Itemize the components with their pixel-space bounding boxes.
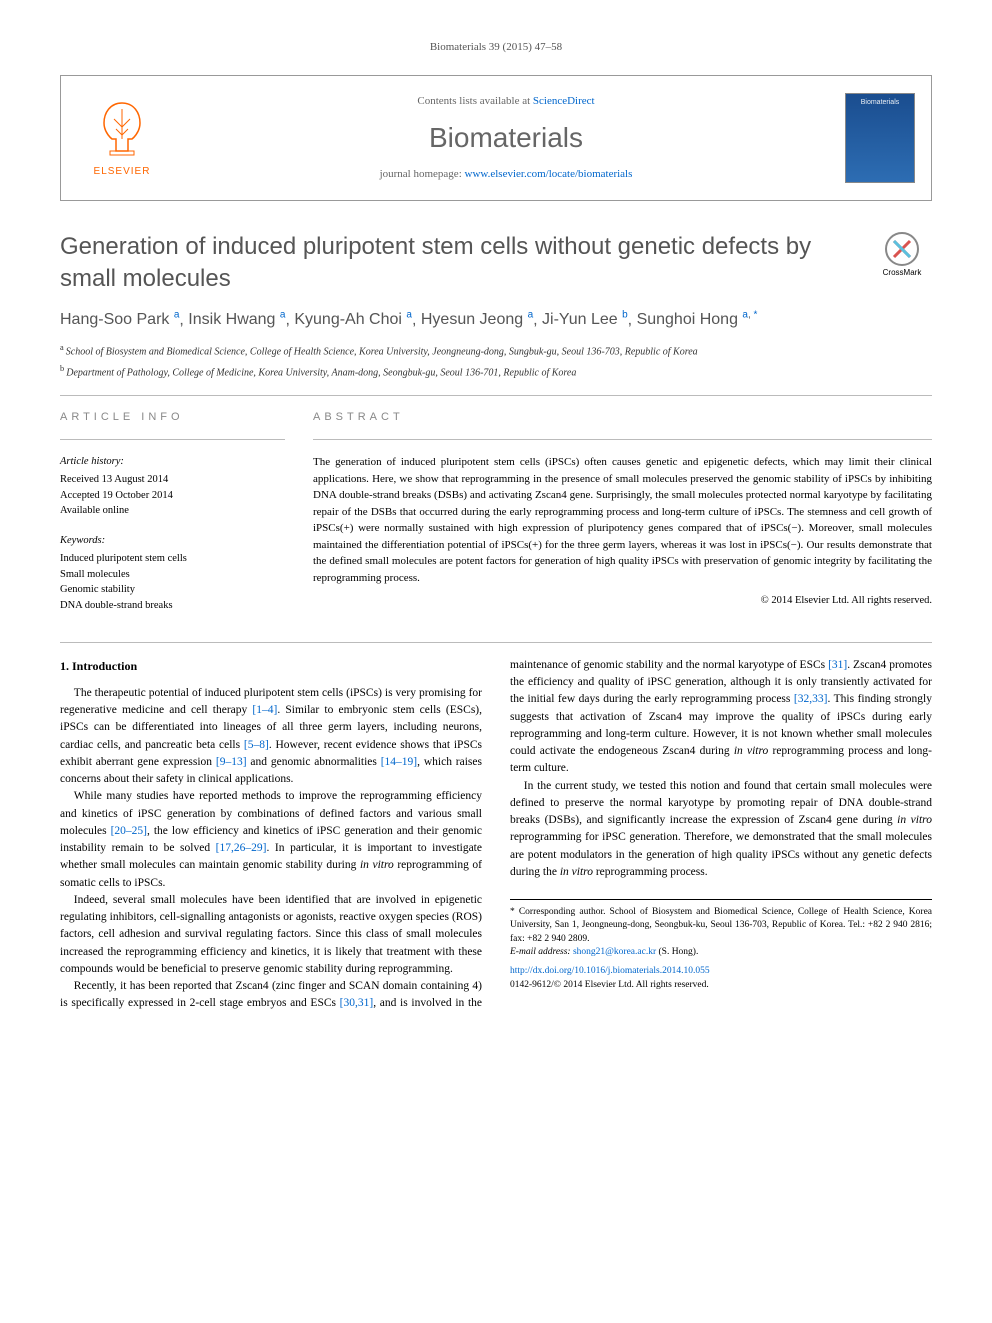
article-info-label: ARTICLE INFO [60,410,285,425]
footnote-text: Corresponding author. School of Biosyste… [510,907,932,944]
article-info-column: ARTICLE INFO Article history: Received 1… [60,410,285,614]
abstract-label: ABSTRACT [313,410,932,425]
author-affiliation-marker: a [280,310,286,321]
running-header: Biomaterials 39 (2015) 47–58 [60,40,932,55]
citation-link[interactable]: [14–19] [381,756,417,768]
citation-link[interactable]: [30,31] [340,997,374,1009]
issn-copyright-line: 0142-9612/© 2014 Elsevier Ltd. All right… [510,980,709,990]
journal-masthead: ELSEVIER Contents lists available at Sci… [60,75,932,201]
citation-link[interactable]: [32,33] [794,693,828,705]
body-two-column: 1. Introduction The therapeutic potentia… [60,657,932,1013]
masthead-center: Contents lists available at ScienceDirec… [183,94,829,182]
article-title: Generation of induced pluripotent stem c… [60,231,860,293]
journal-homepage-link[interactable]: www.elsevier.com/locate/biomaterials [465,168,633,180]
separator-rule [60,439,285,440]
keywords-heading: Keywords: [60,533,285,549]
corresponding-author-footnote: * Corresponding author. School of Biosys… [510,899,932,992]
body-paragraph: While many studies have reported methods… [60,788,482,892]
article-info-block: Article history: Received 13 August 2014… [60,454,285,614]
citation-link[interactable]: [9–13] [216,756,247,768]
author: Sunghoi Hong a, * [637,311,758,328]
article-history-line: Available online [60,503,285,519]
author: Hang-Soo Park a [60,311,179,328]
sciencedirect-link[interactable]: ScienceDirect [533,95,595,107]
citation-link[interactable]: [31] [828,659,847,671]
keyword: Genomic stability [60,582,285,598]
journal-name: Biomaterials [183,118,829,157]
doi-link[interactable]: http://dx.doi.org/10.1016/j.biomaterials… [510,966,710,976]
abstract-text: The generation of induced pluripotent st… [313,454,932,586]
crossmark-icon [884,231,920,267]
publisher-name: ELSEVIER [94,165,151,179]
crossmark-badge[interactable]: CrossMark [872,231,932,278]
author-affiliation-marker: a [528,310,534,321]
footnote-marker: * [510,907,515,917]
citation-link[interactable]: [1–4] [252,704,277,716]
citation-link[interactable]: [20–25] [111,825,147,837]
abstract-copyright: © 2014 Elsevier Ltd. All rights reserved… [313,594,932,609]
body-paragraph: The therapeutic potential of induced plu… [60,685,482,789]
separator-rule [60,642,932,643]
citation-link[interactable]: [17,26–29] [216,842,267,854]
affiliation: b Department of Pathology, College of Me… [60,363,932,380]
contents-prefix: Contents lists available at [417,95,532,107]
elsevier-tree-icon [90,97,154,161]
homepage-prefix: journal homepage: [380,168,465,180]
email-label: E-mail address: [510,947,573,957]
section-heading-introduction: 1. Introduction [60,657,482,675]
citation-link[interactable]: [5–8] [244,739,269,751]
journal-homepage-line: journal homepage: www.elsevier.com/locat… [183,167,829,182]
keyword: Induced pluripotent stem cells [60,551,285,567]
author-affiliation-marker: b [622,310,628,321]
crossmark-label: CrossMark [883,267,922,278]
author-affiliation-marker: a [174,310,180,321]
author-list: Hang-Soo Park a, Insik Hwang a, Kyung-Ah… [60,308,932,332]
article-history-heading: Article history: [60,454,285,470]
separator-rule [60,395,932,396]
author: Insik Hwang a [188,311,285,328]
separator-rule [313,439,932,440]
body-paragraph: Indeed, several small molecules have bee… [60,892,482,978]
email-suffix: (S. Hong). [656,947,698,957]
journal-cover-label: Biomaterials [861,98,900,108]
affiliation: a School of Biosystem and Biomedical Sci… [60,342,932,359]
author: Kyung-Ah Choi a [294,311,412,328]
author: Hyesun Jeong a [421,311,533,328]
body-paragraph: In the current study, we tested this not… [510,778,932,882]
keyword: Small molecules [60,567,285,583]
article-history-line: Accepted 19 October 2014 [60,488,285,504]
author: Ji-Yun Lee b [542,311,628,328]
article-history-line: Received 13 August 2014 [60,472,285,488]
journal-cover-thumbnail: Biomaterials [845,93,915,183]
doi-block: http://dx.doi.org/10.1016/j.biomaterials… [510,965,932,992]
corresponding-email-link[interactable]: shong21@korea.ac.kr [573,947,656,957]
abstract-column: ABSTRACT The generation of induced pluri… [313,410,932,614]
corresponding-author-marker: * [754,310,758,321]
author-affiliation-marker: a [406,310,412,321]
publisher-logo: ELSEVIER [77,88,167,188]
contents-available-line: Contents lists available at ScienceDirec… [183,94,829,109]
keyword: DNA double-strand breaks [60,598,285,614]
